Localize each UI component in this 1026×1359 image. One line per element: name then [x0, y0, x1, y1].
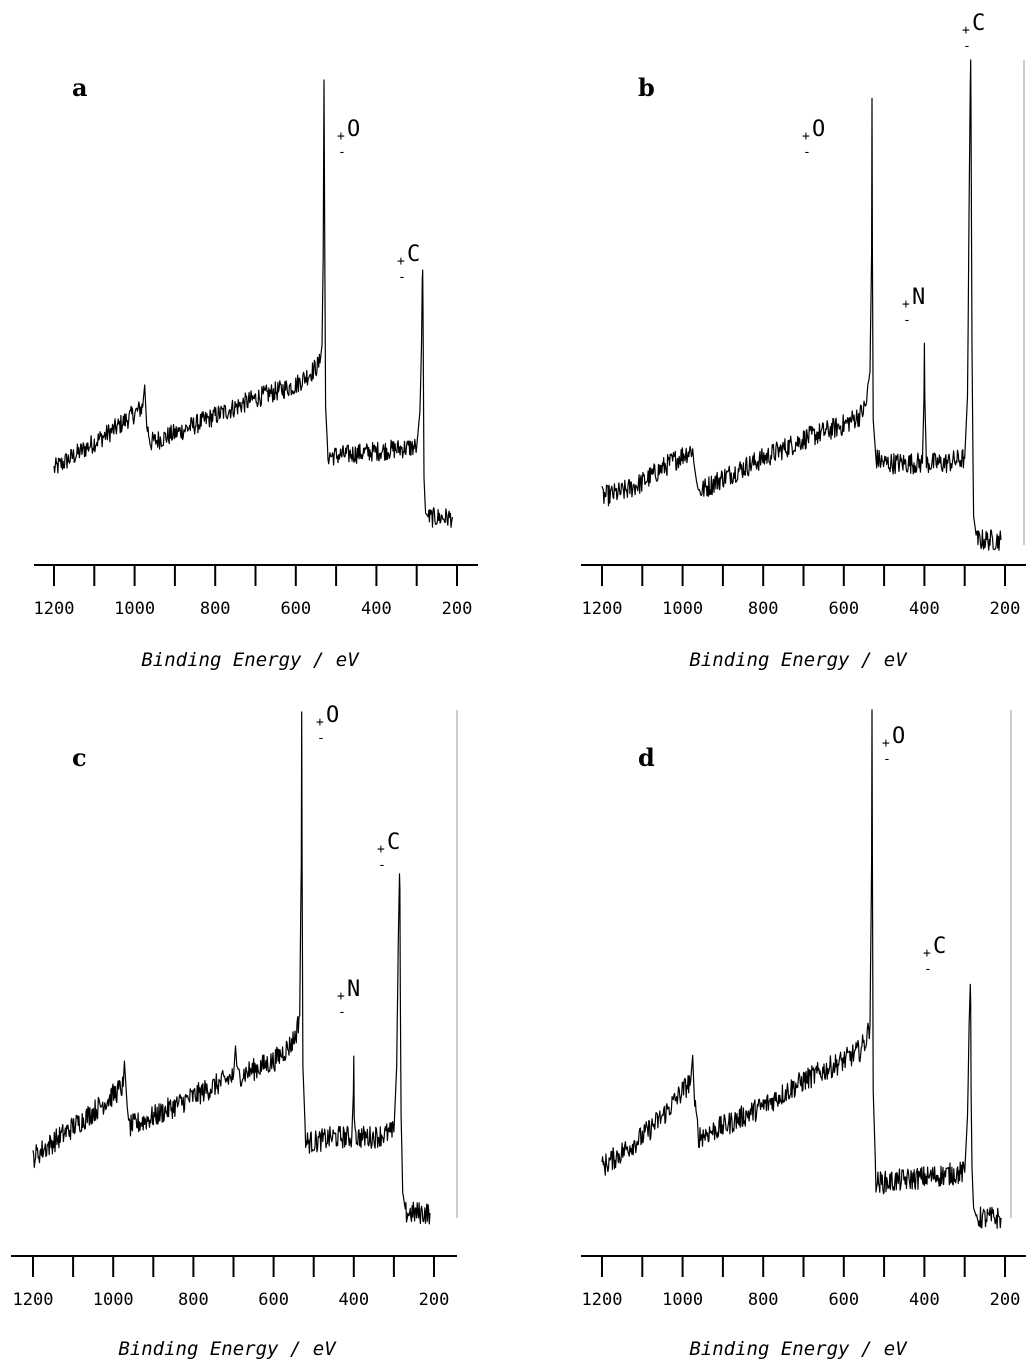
peak-label-O: +-O	[316, 703, 339, 746]
plus-mark: +	[882, 736, 890, 751]
x-tick-label: 400	[338, 1290, 369, 1310]
panel-label: b	[638, 73, 655, 102]
spectrum-line	[53, 79, 453, 528]
x-tick-label: 1200	[34, 599, 75, 619]
x-tick-label: 400	[909, 1290, 940, 1310]
x-tick-label: 1200	[582, 599, 623, 619]
spectrum-line	[32, 711, 431, 1225]
plus-mark: +	[377, 842, 385, 857]
x-tick-label: 600	[258, 1290, 289, 1310]
plus-mark: +	[802, 129, 810, 144]
panel-label: d	[638, 743, 655, 772]
spectrum-line	[601, 709, 1002, 1230]
peak-label-C: +-C	[962, 11, 985, 54]
plus-mark: +	[902, 297, 910, 312]
x-axis-title: Binding Energy / eV	[141, 649, 360, 671]
peak-element-label: O	[812, 117, 825, 142]
minus-mark: -	[924, 962, 932, 977]
minus-mark: -	[883, 752, 891, 767]
peak-element-label: N	[912, 285, 925, 310]
minus-mark: -	[338, 145, 346, 160]
plus-mark: +	[962, 23, 970, 38]
x-tick-label: 1200	[582, 1290, 623, 1310]
plus-mark: +	[337, 989, 345, 1004]
plus-mark: +	[337, 129, 345, 144]
x-tick-label: 600	[828, 599, 859, 619]
x-tick-label: 800	[748, 599, 779, 619]
minus-mark: -	[378, 858, 386, 873]
minus-mark: -	[338, 1005, 346, 1020]
x-tick-label: 1000	[114, 599, 155, 619]
x-tick-label: 1000	[662, 1290, 703, 1310]
peak-label-N: +-N	[902, 285, 925, 328]
peak-label-C: +-C	[377, 830, 400, 873]
peak-label-C: +-C	[923, 934, 946, 977]
minus-mark: -	[398, 270, 406, 285]
peak-label-O: +-O	[882, 724, 905, 767]
plus-mark: +	[316, 715, 324, 730]
peak-element-label: C	[972, 11, 985, 36]
x-tick-label: 1200	[13, 1290, 54, 1310]
minus-mark: -	[963, 39, 971, 54]
peak-element-label: C	[387, 830, 400, 855]
plus-mark: +	[923, 946, 931, 961]
panel-label: a	[72, 73, 88, 102]
x-axis-title: Binding Energy / eV	[118, 1338, 337, 1359]
peak-label-N: +-N	[337, 977, 360, 1020]
x-tick-label: 1000	[93, 1290, 134, 1310]
plus-mark: +	[397, 254, 405, 269]
x-tick-label: 200	[442, 599, 473, 619]
minus-mark: -	[317, 731, 325, 746]
peak-element-label: O	[892, 724, 905, 749]
peak-element-label: O	[347, 117, 360, 142]
peak-label-C: +-C	[397, 242, 420, 285]
x-axis-title: Binding Energy / eV	[689, 1338, 908, 1359]
minus-mark: -	[803, 145, 811, 160]
peak-element-label: C	[933, 934, 946, 959]
x-tick-label: 400	[909, 599, 940, 619]
peak-element-label: C	[407, 242, 420, 267]
x-tick-label: 600	[280, 599, 311, 619]
x-tick-label: 400	[361, 599, 392, 619]
peak-element-label: O	[326, 703, 339, 728]
x-tick-label: 200	[419, 1290, 450, 1310]
panel-label: c	[72, 743, 87, 772]
minus-mark: -	[903, 313, 911, 328]
x-tick-label: 800	[178, 1290, 209, 1310]
x-tick-label: 800	[200, 599, 231, 619]
x-axis-title: Binding Energy / eV	[689, 649, 908, 671]
x-tick-label: 600	[828, 1290, 859, 1310]
peak-element-label: N	[347, 977, 360, 1002]
x-tick-label: 1000	[662, 599, 703, 619]
x-tick-label: 800	[748, 1290, 779, 1310]
x-tick-label: 200	[990, 1290, 1021, 1310]
peak-label-O: +-O	[337, 117, 360, 160]
peak-label-O: +-O	[802, 117, 825, 160]
x-tick-label: 200	[990, 599, 1021, 619]
spectrum-line	[601, 59, 1002, 551]
